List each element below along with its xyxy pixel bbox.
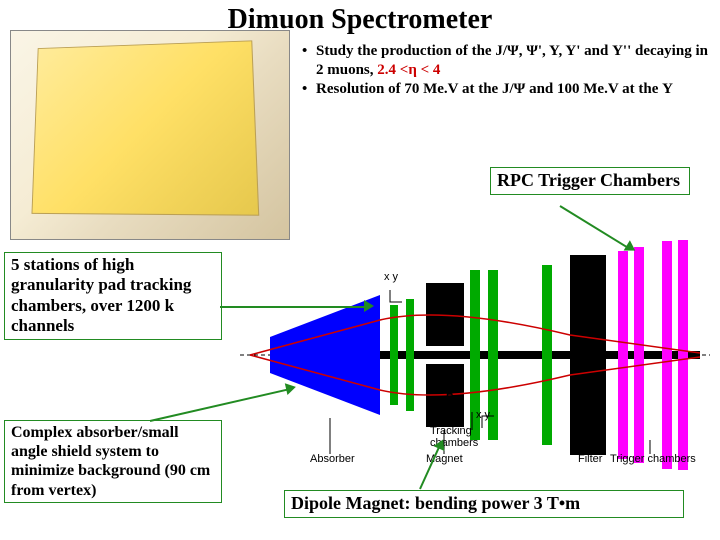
tracking-chamber-4 bbox=[542, 265, 552, 445]
diagram-label-trigger: Trigger chambers bbox=[610, 453, 696, 465]
bullet-1: Study the production of the J/Ψ, Ψ', Υ, … bbox=[302, 42, 712, 80]
diagram-label-absorber: Absorber bbox=[310, 453, 355, 465]
tracking-chamber-0 bbox=[390, 305, 398, 405]
xy-axis-1 bbox=[390, 290, 402, 302]
spectrometer-diagram: x yx yBAbsorberTrackingchambersMagnetFil… bbox=[240, 240, 710, 470]
callout-rpc: RPC Trigger Chambers bbox=[490, 167, 690, 195]
bullet-1-text: Study the production of the J/Ψ, Ψ', Υ, … bbox=[316, 43, 708, 78]
trigger-chamber-2 bbox=[662, 241, 672, 469]
diagram-label-filter: Filter bbox=[578, 453, 603, 465]
trigger-chamber-3 bbox=[678, 240, 688, 470]
trigger-chamber-0 bbox=[618, 251, 628, 459]
bullet-2-text: Resolution of 70 Me.V at the J/Ψ and 100… bbox=[316, 81, 673, 97]
callout-tracking-stations: 5 stations of high granularity pad track… bbox=[4, 252, 222, 340]
callout-dipole-magnet: Dipole Magnet: bending power 3 T•m bbox=[284, 490, 684, 518]
absorber-cone bbox=[270, 295, 380, 415]
diagram-label-B: B bbox=[446, 389, 454, 401]
diagram-label-xy2: x y bbox=[476, 409, 491, 421]
callout-absorber: Complex absorber/small angle shield syst… bbox=[4, 420, 222, 503]
bullet-2: Resolution of 70 Me.V at the J/Ψ and 100… bbox=[302, 80, 712, 99]
callout-arrow-head-1 bbox=[364, 300, 374, 312]
detector-photo bbox=[10, 30, 290, 240]
trigger-chamber-1 bbox=[634, 247, 644, 463]
callout-arrow-1 bbox=[220, 306, 368, 308]
muon-filter bbox=[570, 255, 606, 455]
diagram-svg: x yx yBAbsorberTrackingchambersMagnetFil… bbox=[240, 240, 710, 470]
bullet-1-highlight: 2.4 <η < 4 bbox=[377, 62, 440, 78]
angle-shield bbox=[380, 351, 700, 359]
bullet-list: Study the production of the J/Ψ, Ψ', Υ, … bbox=[302, 42, 712, 98]
diagram-label-xy1: x y bbox=[384, 271, 399, 283]
